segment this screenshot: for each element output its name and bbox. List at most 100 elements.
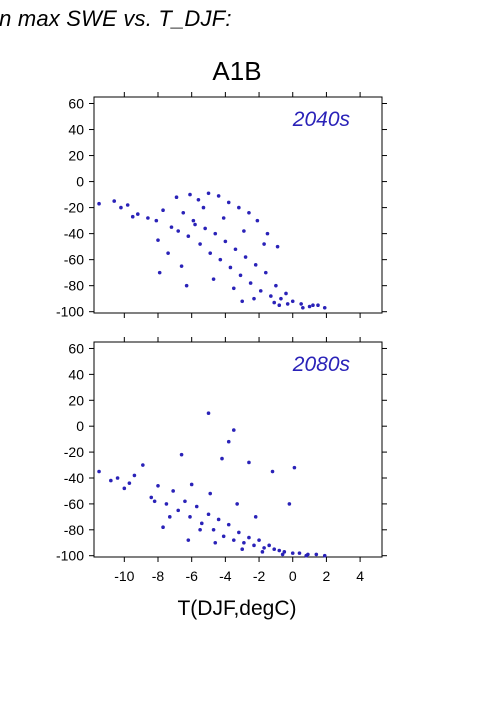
data-point [167,515,172,519]
data-point [97,469,101,474]
data-point [154,218,159,223]
data-point [156,483,160,488]
data-point [156,238,160,242]
data-point [115,476,120,480]
scenario-label: A1B [212,56,262,86]
data-point [127,481,132,485]
data-point [223,239,228,244]
data-point [248,281,253,285]
data-point [161,525,165,530]
y-tick-label: 40 [68,122,84,138]
data-point [141,463,145,467]
data-point [186,538,191,542]
data-point [290,299,295,304]
data-point [322,305,327,310]
data-point [277,548,282,553]
data-point [194,504,199,509]
x-tick-label: 2 [323,568,331,584]
data-point [260,550,265,554]
data-point [279,296,283,301]
data-point [174,195,179,199]
data-point [208,491,213,496]
data-point [198,242,202,246]
y-tick-label: -100 [56,304,84,320]
x-tick-label: -4 [219,568,232,584]
y-tick-label: -20 [64,200,84,216]
data-point [191,218,196,223]
y-tick-label: 60 [68,340,84,356]
data-point [206,191,211,196]
data-point [179,452,184,457]
data-point [290,551,295,555]
y-tick-label: -40 [64,470,84,486]
data-point [135,212,140,216]
data-point [272,547,277,552]
x-tick-label: 0 [289,568,297,584]
data-point [282,550,287,554]
data-point [97,201,101,206]
data-point [206,411,211,416]
data-point [277,303,282,307]
data-point [183,499,187,504]
data-point [161,208,165,213]
data-point [280,552,285,557]
data-point [235,502,239,506]
page-title: in max SWE vs. T_DJF: [0,6,232,31]
y-tick-label: -60 [64,496,84,512]
data-point [181,211,186,215]
x-tick-label: -8 [152,568,165,584]
data-point [220,456,224,461]
data-point [109,478,113,483]
data-point [201,205,206,210]
data-point [238,273,243,278]
period-label: 2080s [292,353,351,376]
data-point [247,211,251,215]
data-point [270,469,275,474]
plot-frame [93,96,383,314]
data-point [189,482,194,487]
data-point [171,489,175,493]
data-point [176,229,181,233]
data-point [233,247,238,252]
period-label: 2040s [292,108,351,131]
y-tick-label: 20 [68,392,84,408]
data-point [247,460,251,465]
data-point [267,543,271,548]
data-point [211,528,216,532]
x-tick-label: -6 [185,568,198,584]
data-point [284,291,288,296]
y-tick-label: -80 [64,522,84,538]
data-point [208,251,213,255]
data-point [252,296,256,301]
data-point [149,495,154,500]
data-point [196,197,201,202]
y-tick-label: -40 [64,226,84,242]
data-point [218,257,223,262]
data-point [274,283,278,288]
plot-frame [93,341,383,558]
data-point [240,299,245,304]
data-point [119,205,123,210]
data-point [176,508,181,513]
data-point [304,553,309,558]
data-point [231,538,236,542]
y-tick-label: -60 [64,252,84,268]
x-tick-label: 4 [356,568,364,584]
data-point [125,203,130,207]
data-point [188,192,192,197]
y-tick-label: -100 [56,548,84,564]
data-point [301,305,305,310]
data-point [221,534,226,539]
data-point [226,200,231,205]
data-point [258,289,263,293]
data-point [263,270,268,275]
data-point [316,303,320,307]
x-tick-label: -2 [253,568,266,584]
y-tick-label: 0 [76,418,84,434]
data-point [122,486,127,491]
data-point [275,244,280,249]
data-point [243,255,248,259]
data-point [198,528,202,532]
